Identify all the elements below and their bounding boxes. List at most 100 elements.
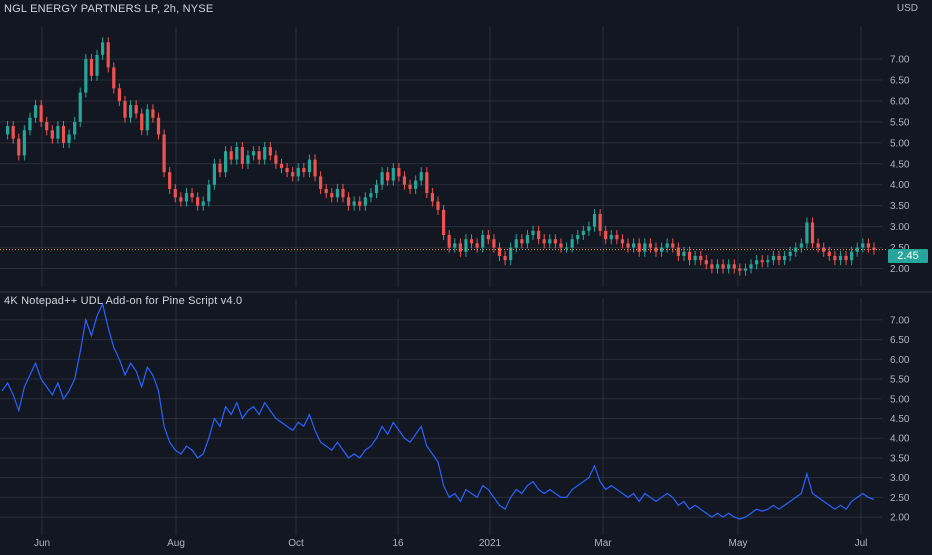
y-tick-label: 3.50 <box>890 453 910 464</box>
candle-body <box>503 255 507 261</box>
candle-body <box>156 117 161 135</box>
candle-body <box>581 230 585 236</box>
currency-label[interactable]: USD <box>896 3 918 14</box>
y-tick-label: 4.00 <box>890 434 910 445</box>
y-tick-label: 6.50 <box>890 335 910 346</box>
candle-body <box>458 243 462 252</box>
candle-body <box>486 235 490 240</box>
y-tick-label: 7.00 <box>890 315 910 326</box>
candle-body <box>464 239 468 252</box>
candle-body <box>626 243 630 248</box>
indicator-series[interactable] <box>1 302 875 520</box>
candle-body <box>358 201 362 206</box>
candle-body <box>84 59 88 93</box>
candle-body <box>509 247 513 261</box>
x-tick-label: 16 <box>392 538 404 549</box>
candle-body <box>162 134 166 173</box>
x-tick-label: 2021 <box>479 538 502 549</box>
candle-body <box>447 235 451 248</box>
candle-body <box>615 235 619 240</box>
y-tick-label: 4.50 <box>890 159 910 170</box>
candle-body <box>39 105 43 122</box>
candle-body <box>827 251 831 256</box>
candle-body <box>777 255 781 261</box>
candle-body <box>229 151 233 160</box>
time-axis[interactable]: Jun Aug Oct 16 2021 Mar May Jul <box>34 538 867 549</box>
candle-body <box>475 243 479 248</box>
candle-body <box>263 147 267 160</box>
candle-body <box>743 268 748 271</box>
candle-body <box>391 167 395 181</box>
candle-body <box>548 239 552 244</box>
candle-body <box>106 42 110 68</box>
candle-body <box>654 247 658 252</box>
candle-body <box>469 239 474 244</box>
candle-body <box>665 243 669 248</box>
y-tick-label: 5.50 <box>890 117 910 128</box>
candle-body <box>218 163 222 173</box>
candle-body <box>45 121 49 131</box>
candle-body <box>268 147 272 156</box>
candle-body <box>22 130 26 156</box>
candle-body <box>587 226 591 231</box>
candle-body <box>251 151 256 156</box>
candle-body <box>715 264 720 269</box>
candle-body <box>492 239 496 248</box>
candle-body <box>453 243 457 248</box>
candle-body <box>771 255 775 261</box>
candle-body <box>95 54 99 76</box>
candle-body <box>223 151 228 173</box>
candle-body <box>671 243 675 248</box>
x-tick-label: May <box>729 538 748 549</box>
candle-body <box>805 222 809 244</box>
candle-body <box>89 59 94 76</box>
candle-body <box>520 239 524 244</box>
candle-body <box>257 151 261 160</box>
candle-body <box>436 201 440 210</box>
candle-body <box>196 197 200 206</box>
indicator-line <box>1 302 875 520</box>
candle-body <box>609 235 613 240</box>
candle-body <box>861 243 865 248</box>
candle-body <box>402 176 407 185</box>
candle-body <box>313 159 317 177</box>
candle-body <box>822 247 826 252</box>
grid-lines <box>0 26 882 535</box>
candle-body <box>151 109 155 118</box>
candle-body <box>352 201 356 206</box>
price-axis[interactable]: 7.00 6.50 6.00 5.50 5.00 4.50 4.00 3.50 3.00 2.50… <box>890 55 910 524</box>
candle-body <box>140 113 144 131</box>
candle-body <box>319 176 323 189</box>
candle-body <box>73 121 77 135</box>
candle-body <box>184 193 189 202</box>
candle-body <box>419 172 423 181</box>
y-tick-label: 7.00 <box>890 55 910 66</box>
candle-body <box>279 163 284 168</box>
candle-body <box>380 172 384 185</box>
candle-body <box>240 147 244 164</box>
candle-body <box>525 235 530 244</box>
candle-body <box>855 247 859 252</box>
candle-body <box>78 92 82 122</box>
candle-body <box>481 235 485 248</box>
candle-body <box>201 201 205 206</box>
candle-body <box>430 193 435 202</box>
candle-body <box>782 255 787 261</box>
candle-body <box>799 243 803 248</box>
candle-body <box>687 251 692 261</box>
candle-body <box>648 243 653 248</box>
y-tick-label: 6.50 <box>890 75 910 86</box>
candle-body <box>11 126 15 139</box>
candle-body <box>755 260 759 265</box>
price-series[interactable] <box>0 37 886 276</box>
candle-body <box>844 255 848 261</box>
candle-body <box>710 264 714 269</box>
candle-body <box>414 180 418 189</box>
candle-body <box>760 260 764 263</box>
y-tick-label: 5.00 <box>890 138 910 149</box>
candle-body <box>296 167 300 177</box>
candle-body <box>537 230 541 240</box>
candle-body <box>408 184 412 189</box>
